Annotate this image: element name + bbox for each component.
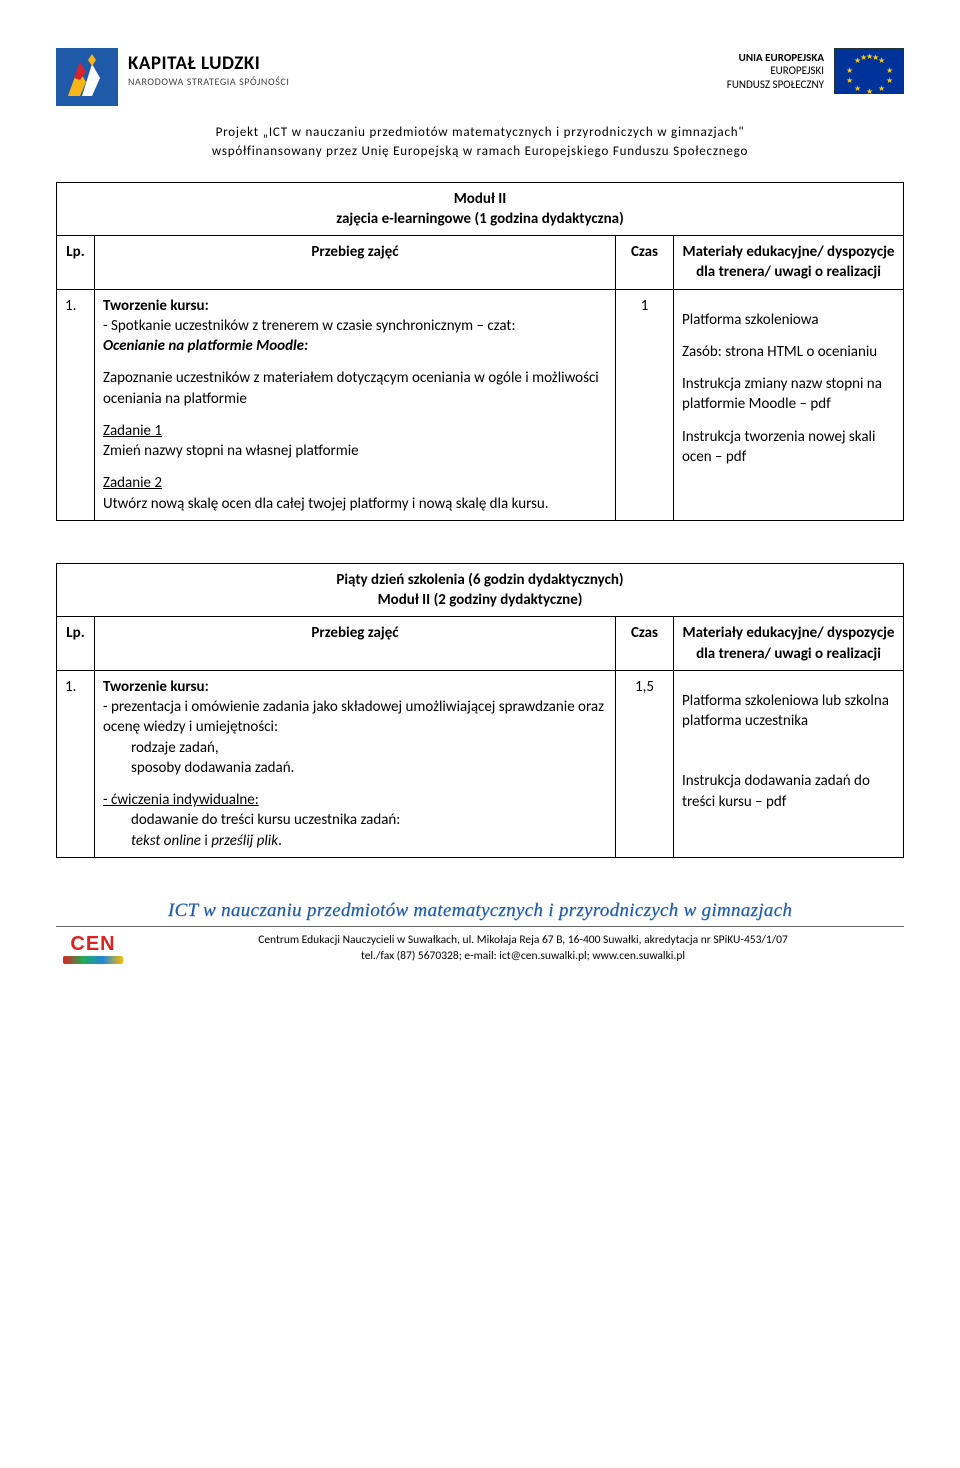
cell-materialy: Platforma szkoleniowa Zasób: strona HTML… [674, 289, 904, 520]
cen-logo-icon: CEN [56, 929, 130, 969]
project-line1: Projekt „ICT w nauczaniu przedmiotów mat… [216, 125, 745, 140]
mat-instrukcja-zmiany: Instrukcja zmiany nazw stopni na platfor… [682, 374, 895, 415]
mat-platforma: Platforma szkoleniowa lub szkolna platfo… [682, 691, 895, 732]
przeslij-plik: prześlij plik [211, 832, 278, 850]
day5-line1: Piąty dzień szkolenia (6 godzin dydaktyc… [65, 570, 895, 590]
cell-lp: 1. [57, 670, 95, 857]
zadanie2-head: Zadanie 2 [103, 474, 162, 492]
day5-table: Piąty dzień szkolenia (6 godzin dydaktyc… [56, 563, 904, 858]
kl-emblem-icon [56, 48, 118, 106]
col-przebieg: Przebieg zajęć [95, 236, 616, 290]
col-lp: Lp. [57, 236, 95, 290]
ocenianie-moodle: Ocenianie na platformie Moodle: [103, 337, 308, 355]
module2-elearning-table: Moduł II zajęcia e-learningowe (1 godzin… [56, 182, 904, 521]
zapoznanie-text: Zapoznanie uczestników z materiałem doty… [103, 368, 607, 409]
cell-materialy: Platforma szkoleniowa lub szkolna platfo… [674, 670, 904, 857]
kl-subtitle: NARODOWA STRATEGIA SPÓJNOŚCI [128, 75, 289, 88]
footer: ICT w nauczaniu przedmiotów matematyczny… [56, 900, 904, 969]
cell-czas: 1,5 [616, 670, 674, 857]
cell-czas: 1 [616, 289, 674, 520]
module-line2: zajęcia e-learningowe (1 godzina dydakty… [65, 209, 895, 229]
logo-eu: UNIA EUROPEJSKA EUROPEJSKI FUNDUSZ SPOŁE… [727, 48, 904, 94]
spotkanie-text: - Spotkanie uczestników z trenerem w cza… [103, 317, 515, 335]
module-line1: Moduł II [65, 189, 895, 209]
sep-i: i [201, 832, 211, 850]
eu-flag-icon: ★ ★ ★ ★ ★ ★ ★ ★ ★ ★ ★ ★ [834, 48, 904, 94]
col-lp: Lp. [57, 617, 95, 671]
mat-instrukcja-dodawania: Instrukcja dodawania zadań do treści kur… [682, 771, 895, 812]
kl-title: KAPITAŁ LUDZKI [128, 52, 289, 75]
footer-address: Centrum Edukacji Nauczycieli w Suwałkach… [142, 933, 904, 949]
mat-zasob: Zasób: strona HTML o ocenianiu [682, 342, 895, 362]
eu-line3: FUNDUSZ SPOŁECZNY [727, 78, 824, 91]
logo-kapital-ludzki: KAPITAŁ LUDZKI NARODOWA STRATEGIA SPÓJNO… [56, 48, 289, 106]
col-materialy: Materiały edukacyjne/ dyspozycje dla tre… [674, 617, 904, 671]
tworzenie-kursu-title: Tworzenie kursu: [103, 297, 209, 315]
cell-lp: 1. [57, 289, 95, 520]
module-header: Moduł II zajęcia e-learningowe (1 godzin… [57, 182, 904, 236]
footer-title: ICT w nauczaniu przedmiotów matematyczny… [56, 900, 904, 922]
zadanie2-text: Utwórz nową skalę ocen dla całej twojej … [103, 495, 549, 513]
cen-text: CEN [70, 933, 115, 956]
col-materialy: Materiały edukacyjne/ dyspozycje dla tre… [674, 236, 904, 290]
prezentacja-text: - prezentacja i omówienie zadania jako s… [103, 698, 604, 736]
footer-contact: Centrum Edukacji Nauczycieli w Suwałkach… [142, 933, 904, 964]
table-row: 1. Tworzenie kursu: - Spotkanie uczestni… [57, 289, 904, 520]
day5-line2: Moduł II (2 godziny dydaktyczne) [65, 590, 895, 610]
sposoby-dodawania: sposoby dodawania zadań. [103, 758, 607, 778]
col-czas: Czas [616, 617, 674, 671]
project-line2: współfinansowany przez Unię Europejską w… [212, 144, 748, 159]
period: . [278, 832, 282, 850]
tekst-online: tekst online [131, 832, 201, 850]
day5-header: Piąty dzień szkolenia (6 godzin dydaktyc… [57, 563, 904, 617]
cwiczenia-head: - ćwiczenia indywidualne: [103, 791, 259, 809]
header-logos: KAPITAŁ LUDZKI NARODOWA STRATEGIA SPÓJNO… [56, 48, 904, 106]
zadanie1-text: Zmień nazwy stopni na własnej platformie [103, 442, 359, 460]
eu-line2: EUROPEJSKI [727, 64, 824, 77]
eu-line1: UNIA EUROPEJSKA [727, 51, 824, 64]
dodawanie-text: dodawanie do treści kursu uczestnika zad… [131, 811, 400, 829]
col-czas: Czas [616, 236, 674, 290]
table-row: 1. Tworzenie kursu: - prezentacja i omów… [57, 670, 904, 857]
tworzenie-kursu-title: Tworzenie kursu: [103, 678, 209, 696]
footer-tel: tel./fax (87) 5670328; e-mail: ict@cen.s… [142, 949, 904, 965]
mat-platforma: Platforma szkoleniowa [682, 310, 895, 330]
cell-przebieg: Tworzenie kursu: - prezentacja i omówien… [95, 670, 616, 857]
mat-instrukcja-skali: Instrukcja tworzenia nowej skali ocen – … [682, 427, 895, 468]
col-przebieg: Przebieg zajęć [95, 617, 616, 671]
project-description: Projekt „ICT w nauczaniu przedmiotów mat… [56, 124, 904, 162]
rodzaje-zadan: rodzaje zadań, [103, 738, 607, 758]
zadanie1-head: Zadanie 1 [103, 422, 162, 440]
cell-przebieg: Tworzenie kursu: - Spotkanie uczestników… [95, 289, 616, 520]
